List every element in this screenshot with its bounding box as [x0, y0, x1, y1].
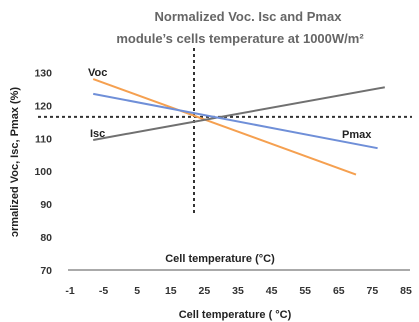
y-tick-label: 100: [34, 166, 52, 178]
y-axis-label: ɔrmalized Voc, Isc, Pmax (%): [9, 87, 21, 238]
y-tick-label: 130: [34, 67, 52, 79]
x-tick-label: -5: [99, 285, 108, 297]
x-tick-label: 65: [333, 285, 345, 297]
series-line-voc: [92, 78, 357, 176]
x-axis-label: Cell temperature ( °C): [179, 309, 292, 321]
y-tick-labels: 70 80 90 100 110 120 130: [34, 67, 52, 277]
x-tick-label: -1: [65, 285, 74, 297]
x-tick-label: 45: [266, 285, 278, 297]
y-tick-label: 80: [40, 232, 52, 244]
x-tick-label: 85: [400, 285, 412, 297]
series-line-isc: [93, 86, 385, 141]
x-tick-label: 75: [367, 285, 379, 297]
x-tick-label: 25: [199, 285, 211, 297]
y-tick-label: 110: [35, 133, 52, 145]
chart-subtitle: module’s cells temperature at 1000W/m²: [116, 31, 364, 46]
y-tick-label: 120: [34, 100, 52, 112]
y-tick-label: 90: [40, 199, 52, 211]
x-tick-label: 55: [299, 285, 311, 297]
x-axis-label-inner: Cell temperature (°C): [165, 253, 275, 265]
x-tick-label: 35: [232, 285, 244, 297]
series-line-pmax: [93, 92, 378, 150]
series-label-isc: Isc: [90, 128, 105, 140]
x-tick-label: 15: [165, 285, 177, 297]
series-lines: [92, 78, 385, 176]
series-label-voc: Voc: [88, 67, 107, 79]
y-tick-label: 70: [40, 265, 52, 277]
chart-title: Normalized Voc. Isc and Pmax: [155, 9, 343, 24]
series-label-pmax: Pmax: [342, 129, 372, 141]
x-tick-label: 5: [134, 285, 140, 297]
x-tick-labels: -1 -5 5 15 25 35 45 55 65 75 85: [65, 285, 412, 297]
